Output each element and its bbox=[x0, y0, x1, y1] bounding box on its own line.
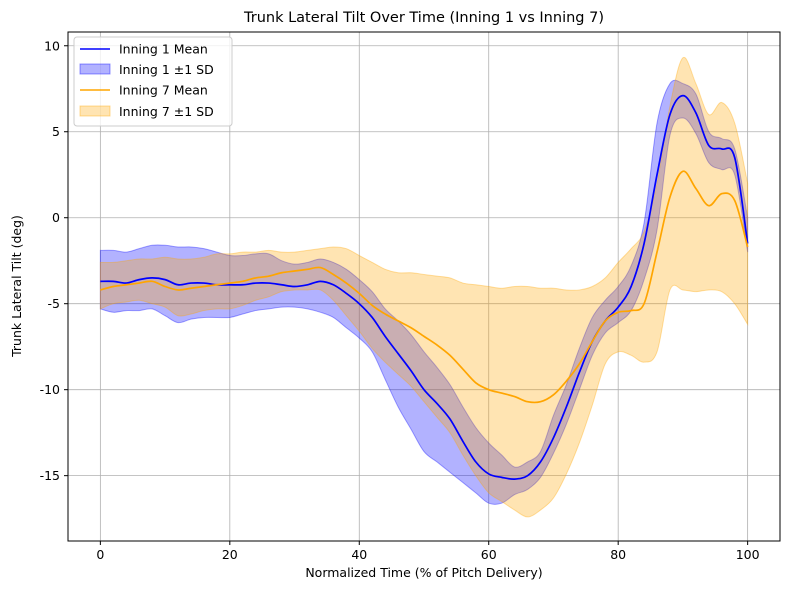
x-tick-label: 60 bbox=[481, 547, 497, 562]
y-tick-label: 5 bbox=[52, 124, 60, 139]
mean-line-2 bbox=[100, 170, 749, 404]
y-tick-label: 10 bbox=[44, 38, 60, 53]
legend-swatch-inning1-sd bbox=[79, 63, 111, 75]
legend-label-inning7-sd: Inning 7 ±1 SD bbox=[119, 104, 214, 119]
y-tick-label: -5 bbox=[48, 296, 60, 311]
mean-lines bbox=[100, 94, 749, 480]
sd-band-3 bbox=[99, 56, 749, 518]
legend-label-inning7-mean: Inning 7 Mean bbox=[119, 83, 208, 98]
y-axis-title: Trunk Lateral Tilt (deg) bbox=[9, 215, 24, 358]
x-tick-label: 20 bbox=[222, 547, 238, 562]
x-tick-label: 0 bbox=[96, 547, 104, 562]
legend: Inning 1 Mean Inning 1 ±1 SD Inning 7 Me… bbox=[73, 36, 233, 127]
sd-bands bbox=[99, 56, 749, 518]
x-axis-title: Normalized Time (% of Pitch Delivery) bbox=[305, 565, 542, 580]
plot-frame bbox=[67, 31, 781, 542]
chart-title: Trunk Lateral Tilt Over Time (Inning 1 v… bbox=[243, 10, 604, 26]
axis-ticks: 0 20 40 60 80 100 -15 -10 -5 0 5 10 bbox=[40, 38, 760, 562]
grid bbox=[68, 32, 780, 541]
y-tick-label: -15 bbox=[40, 468, 60, 483]
legend-swatch-inning7-sd bbox=[79, 105, 111, 117]
mean-line-0 bbox=[100, 94, 749, 480]
legend-label-inning1-sd: Inning 1 ±1 SD bbox=[119, 62, 214, 77]
x-tick-label: 100 bbox=[736, 547, 760, 562]
x-tick-label: 80 bbox=[610, 547, 626, 562]
legend-label-inning1-mean: Inning 1 Mean bbox=[119, 42, 208, 57]
legend-box bbox=[73, 36, 233, 127]
x-tick-label: 40 bbox=[351, 547, 367, 562]
y-tick-label: 0 bbox=[52, 210, 60, 225]
y-tick-label: -10 bbox=[40, 382, 60, 397]
sd-band-1 bbox=[99, 79, 749, 505]
